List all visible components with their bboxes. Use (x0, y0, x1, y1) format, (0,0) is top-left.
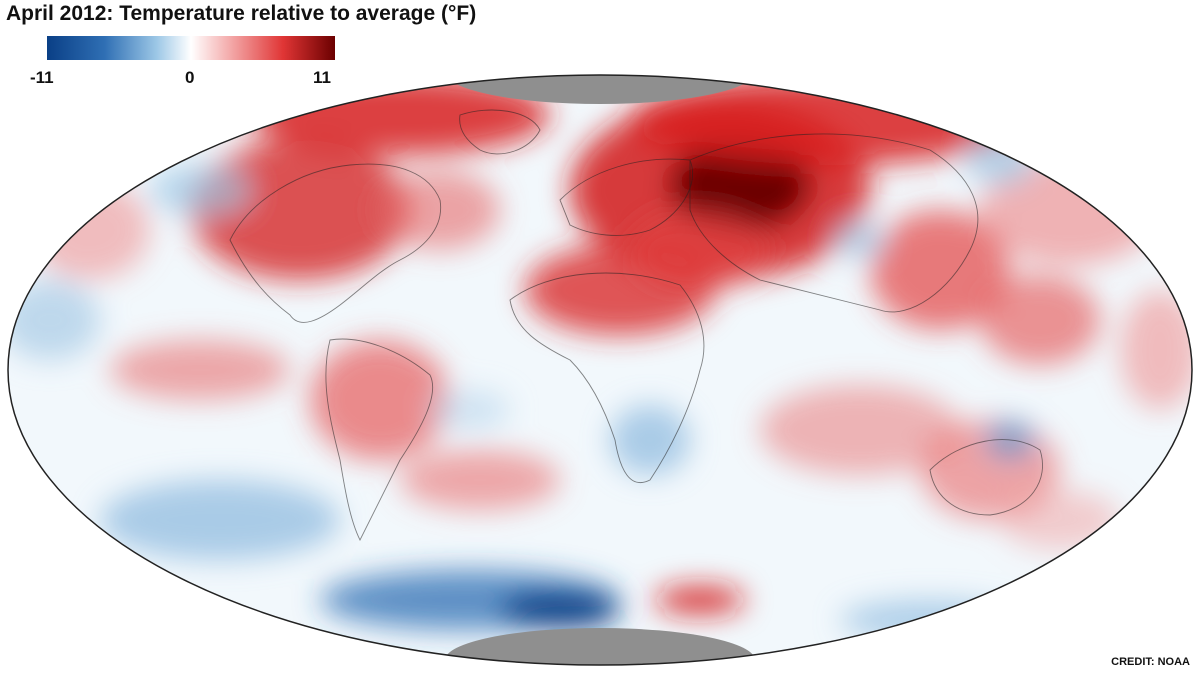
warm-region-north-atlantic (380, 170, 500, 250)
warm-region-south-atlantic (400, 450, 560, 510)
outline-north-america (229, 163, 442, 323)
color-legend-bar (47, 36, 335, 60)
cool-region-antarctic-core (500, 592, 620, 628)
warm-region-indian-ocean (760, 385, 960, 475)
outline-south-america (325, 338, 434, 542)
warm-region-south-pacific (1000, 490, 1120, 550)
outline-europe (559, 158, 694, 236)
cool-region-equatorial-atlantic (430, 390, 510, 430)
warm-region-east-pacific (110, 340, 290, 400)
cool-region-south-pacific-west (100, 480, 340, 560)
north-pole-cap (445, 75, 755, 104)
warm-region-west-pacific (980, 275, 1100, 365)
south-pole-cap (445, 628, 755, 665)
outline-asia (689, 133, 979, 313)
cool-region-north-pacific (150, 165, 250, 215)
warm-region-antarctic-patch (655, 586, 745, 614)
legend-max-label: 11 (313, 68, 331, 87)
map-title: April 2012: Temperature relative to aver… (6, 2, 477, 25)
warm-region-south-america (310, 340, 450, 460)
warm-region-middle-east (630, 210, 770, 290)
outline-africa (509, 272, 705, 483)
credit-label: CREDIT: NOAA (1111, 656, 1190, 668)
warm-region-china (870, 210, 1010, 330)
outline-australia (929, 439, 1043, 516)
warm-region-west-ocean (30, 180, 150, 280)
warm-region-north-america (190, 140, 410, 280)
cool-region-southern-africa (610, 405, 690, 475)
cool-region-central-asia (835, 222, 885, 258)
cool-region-far-west (8, 280, 100, 360)
globe-outline (7, 74, 1193, 666)
legend-min-label: -11 (30, 68, 54, 87)
outline-greenland (459, 109, 541, 155)
coastline-outlines (229, 109, 1043, 542)
anomaly-field (8, 75, 1192, 640)
legend-mid-label: 0 (185, 68, 195, 87)
warm-region-east-ocean (1120, 290, 1192, 410)
